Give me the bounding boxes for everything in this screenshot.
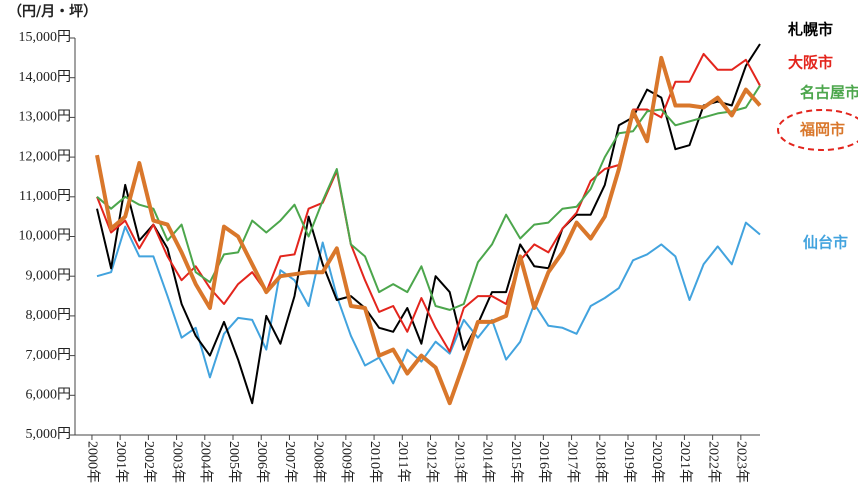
series-line <box>96 85 761 311</box>
x-tick-label: 2020年 <box>649 441 665 483</box>
y-tick-label: 5,000円 <box>26 427 72 442</box>
series-line <box>95 55 762 406</box>
series-line <box>96 221 761 385</box>
legend-label: 福岡市 <box>799 121 845 139</box>
legend-label: 名古屋市 <box>800 84 858 102</box>
legend-label: 大阪市 <box>788 54 833 72</box>
legend-label: 仙台市 <box>803 234 848 252</box>
series-line <box>96 43 761 405</box>
y-tick-label: 11,000円 <box>19 189 71 204</box>
x-tick-label: 2017年 <box>564 441 580 483</box>
x-tick-label: 2013年 <box>451 441 467 483</box>
x-tick-label: 2009年 <box>339 441 355 483</box>
legend-highlight <box>777 109 858 151</box>
x-tick-label: 2019年 <box>621 441 637 483</box>
y-axis-unit: （円/月・坪） <box>8 4 97 20</box>
x-tick-label: 2010年 <box>367 441 383 483</box>
x-tick-label: 2021年 <box>677 441 693 483</box>
x-tick-label: 2023年 <box>734 441 750 483</box>
x-tick-label: 2003年 <box>169 441 185 483</box>
x-tick-label: 2005年 <box>226 441 242 483</box>
y-tick-label: 9,000円 <box>26 268 72 283</box>
x-tick-label: 2008年 <box>310 441 326 483</box>
x-tick-label: 2002年 <box>141 441 157 483</box>
legend-label: 札幌市 <box>787 21 833 39</box>
x-tick-label: 2006年 <box>254 441 270 483</box>
x-tick-label: 2001年 <box>113 441 129 483</box>
x-tick-label: 2022年 <box>705 441 721 483</box>
y-tick-label: 6,000円 <box>26 388 72 403</box>
y-tick-label: 13,000円 <box>19 110 72 125</box>
y-tick-label: 7,000円 <box>26 348 72 363</box>
x-tick-label: 2016年 <box>536 441 552 483</box>
x-tick-label: 2012年 <box>423 441 439 483</box>
x-tick-label: 2000年 <box>85 441 101 483</box>
y-tick-label: 15,000円 <box>19 30 72 45</box>
y-tick-label: 8,000円 <box>26 308 72 323</box>
x-tick-label: 2004年 <box>198 441 214 483</box>
x-tick-label: 2018年 <box>593 441 609 483</box>
x-tick-label: 2007年 <box>282 441 298 483</box>
y-tick-label: 12,000円 <box>19 149 72 164</box>
y-tick-label: 10,000円 <box>19 229 72 244</box>
x-tick-label: 2011年 <box>395 441 411 482</box>
x-tick-label: 2014年 <box>480 441 496 483</box>
y-tick-label: 14,000円 <box>19 70 72 85</box>
x-tick-label: 2015年 <box>508 441 524 483</box>
